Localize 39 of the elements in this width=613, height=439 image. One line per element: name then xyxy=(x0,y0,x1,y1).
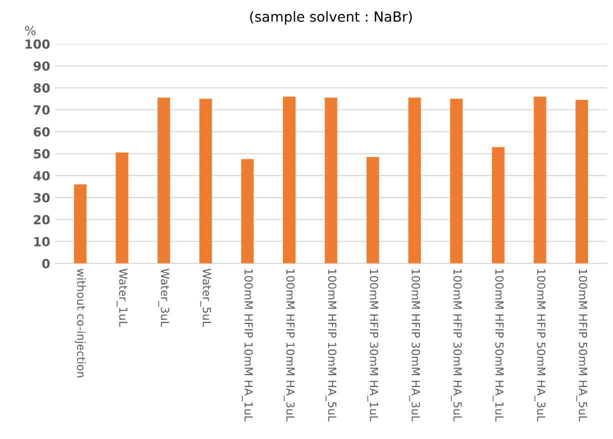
y-tick-label: 20 xyxy=(34,214,50,224)
bar xyxy=(534,96,546,264)
y-tick-label: 40 xyxy=(33,171,50,181)
x-tick-label: 100mM HFIP 50mM HA_1uL xyxy=(492,269,504,422)
x-tick-label: 100mM HFIP 10mM HA_3uL xyxy=(284,269,295,422)
bar xyxy=(492,147,504,264)
y-tick-label: 50 xyxy=(34,149,50,159)
bar xyxy=(324,98,338,264)
x-tick-label: without co-injection xyxy=(74,268,86,378)
bar xyxy=(74,184,87,264)
x-tick-label: 100mM HFIP 30mM HA_5uL xyxy=(450,269,462,422)
bar xyxy=(199,98,212,264)
x-tick-label: 100mM HFIP 50mM HA_5uL xyxy=(576,269,588,422)
y-tick-label: 60 xyxy=(34,127,50,137)
x-tick-label: 100mM HFIP 10mM HA_1uL xyxy=(242,269,253,422)
y-tick-label: 10 xyxy=(34,236,50,246)
bar xyxy=(158,98,170,264)
bar xyxy=(366,156,380,264)
x-tick-label: 100mM HFIP 30mM HA_3uL xyxy=(409,269,420,422)
x-tick-label: Water_5uL xyxy=(200,268,211,327)
bar xyxy=(408,98,421,264)
bar xyxy=(576,100,588,264)
x-tick-label: Water_1uL xyxy=(116,268,128,327)
bar xyxy=(282,96,296,264)
y-tick-label: 70 xyxy=(34,105,50,115)
x-tick-label: Water_3uL xyxy=(158,268,170,327)
y-tick-label: 30 xyxy=(34,193,50,202)
y-tick-label: 0 xyxy=(42,258,50,268)
x-tick-label: 100mM HFIP 10mM HA_5uL xyxy=(326,269,336,422)
y-tick-label: 90 xyxy=(34,61,50,71)
x-tick-label: 100mM HFIP 50mM HA_3uL xyxy=(534,269,546,422)
bar xyxy=(116,152,128,264)
bar xyxy=(450,98,463,264)
y-tick-label: 80 xyxy=(34,83,50,93)
x-tick-label: 100mM HFIP 30mM HA_1uL xyxy=(367,269,378,422)
y-tick-label: 100 xyxy=(26,39,50,49)
chart-title: (sample solvent : NaBr) xyxy=(250,11,412,25)
bar xyxy=(241,159,254,264)
y-axis-title: % xyxy=(25,26,36,36)
